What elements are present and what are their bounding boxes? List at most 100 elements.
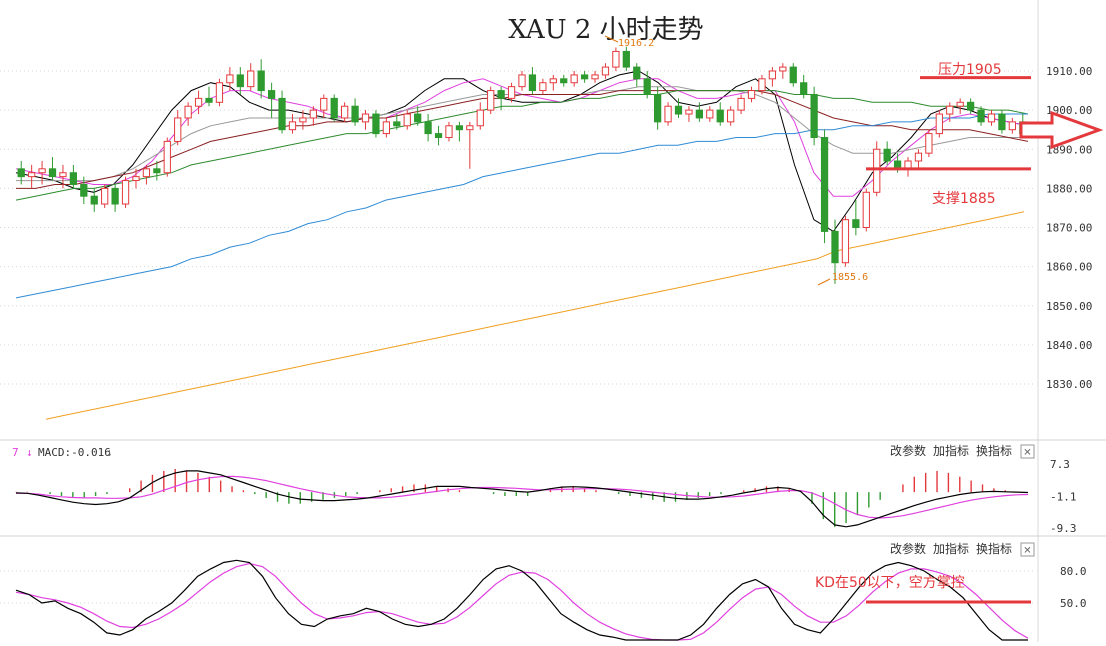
candle-body (935, 113, 943, 135)
price-tick-label: 1860.00 (1046, 261, 1092, 274)
candle-body (90, 195, 98, 205)
price-tick-label: 1840.00 (1046, 339, 1092, 352)
candle (445, 121, 453, 142)
candle-body (560, 78, 568, 84)
candle-body (299, 117, 307, 123)
candle (966, 98, 975, 115)
candle-body (695, 109, 703, 119)
kd-close-button[interactable]: ✕ (1020, 542, 1035, 557)
chart-title: XAU 2 小时走势 (508, 15, 703, 45)
price-tick-label: 1870.00 (1046, 222, 1092, 235)
macd-change-params-button[interactable]: 改参数 (890, 443, 926, 458)
candle-body (914, 152, 923, 162)
candle (883, 141, 891, 165)
candle (142, 164, 151, 185)
candle-body (622, 50, 630, 68)
candle-body (351, 105, 359, 123)
macd-toolbar: 改参数 加指标 换指标 ✕ (890, 443, 1035, 459)
candle (768, 67, 777, 87)
candle (570, 71, 578, 87)
candle (820, 129, 829, 244)
candle (382, 117, 391, 138)
macd-axis-ticks: 7.3 -1.1 -9.3 (1050, 458, 1077, 535)
macd-prefix: 7 (12, 446, 19, 459)
candle-body (288, 121, 297, 131)
candle-body (445, 125, 453, 139)
candle (674, 98, 683, 118)
kd-toolbar: 改参数 加指标 换指标 ✕ (890, 541, 1035, 557)
price-tick-label: 1880.00 (1046, 182, 1092, 195)
macd-add-indicator-button[interactable]: 加指标 (933, 443, 969, 458)
candle (580, 71, 589, 83)
macd-dif-line (15, 470, 1029, 528)
candle (612, 47, 620, 71)
candle-body (111, 187, 119, 205)
candle (288, 114, 297, 134)
candle-body (121, 180, 130, 205)
candle-body (633, 66, 641, 80)
candle-body (80, 183, 88, 197)
candle-body (101, 187, 109, 205)
candle (716, 102, 724, 126)
candle-body (570, 74, 578, 84)
candle (403, 110, 411, 130)
candle (309, 106, 317, 126)
moving-average-line (45, 211, 1025, 420)
candle (351, 98, 359, 126)
candle (341, 102, 349, 122)
candle (194, 90, 203, 115)
candle-body (810, 93, 818, 139)
macd-switch-indicator-button[interactable]: 换指标 (976, 443, 1012, 458)
candle (205, 86, 213, 107)
moving-average-line (15, 70, 1029, 233)
candle (862, 188, 870, 232)
candle-body (862, 191, 870, 229)
candle-body (643, 78, 651, 95)
kd-change-params-button[interactable]: 改参数 (890, 541, 926, 556)
kd-add-indicator-button[interactable]: 加指标 (933, 541, 969, 556)
candle (946, 102, 954, 122)
candle-body (48, 168, 57, 178)
candle (487, 86, 495, 115)
candle (1008, 117, 1016, 134)
candles (17, 46, 1027, 284)
moving-average-line (15, 90, 1029, 201)
kd-switch-indicator-button[interactable]: 换指标 (976, 541, 1012, 556)
candle (779, 63, 787, 79)
candle (758, 74, 766, 95)
candle (633, 63, 641, 87)
candle-body (487, 90, 495, 111)
close-icon: ✕ (1023, 448, 1031, 459)
candle-body (466, 125, 474, 131)
macd-dea-line (16, 475, 1029, 519)
macd-close-button[interactable]: ✕ (1020, 444, 1035, 459)
candle-body (361, 113, 370, 123)
low-label: 1855.6 (832, 272, 868, 283)
high-label: 1916.2 (618, 38, 654, 49)
candle-body (987, 113, 996, 123)
price-tick-label: 1850.00 (1046, 300, 1092, 313)
candle (664, 102, 672, 126)
candle (831, 219, 839, 284)
candle (247, 63, 255, 91)
candle-body (580, 74, 589, 80)
candle (320, 94, 328, 118)
candle-body (758, 78, 766, 92)
candle-body (320, 97, 328, 111)
candle (330, 94, 338, 122)
candle (852, 200, 860, 236)
candle-body (612, 50, 620, 68)
candle-body (883, 148, 891, 162)
candle-body (236, 74, 244, 88)
candle (956, 98, 964, 115)
candle (236, 67, 244, 95)
support-label: 支撑1885 (932, 191, 996, 207)
macd-arrow-down-icon: ↓ (26, 446, 33, 459)
candle (706, 106, 714, 122)
candle (789, 63, 797, 87)
candle (518, 71, 526, 91)
candle (977, 106, 985, 126)
candle (69, 164, 78, 189)
candle-body (382, 121, 391, 135)
